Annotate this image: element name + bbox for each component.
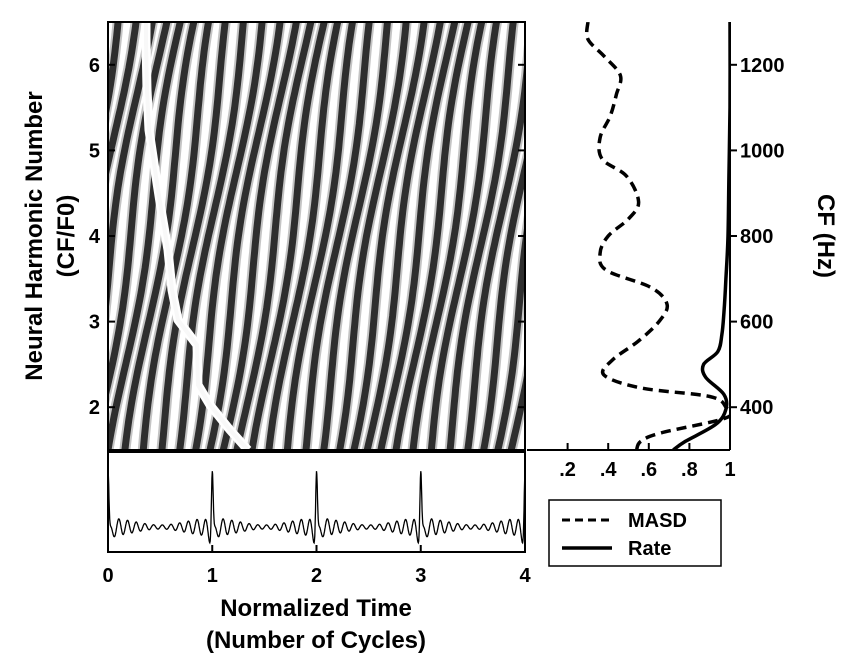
heatmap-stripe-shade bbox=[156, 22, 231, 450]
profile-ytick-label: 1200 bbox=[740, 55, 785, 77]
waveform-x-ticks: 0 1 2 3 4 bbox=[102, 545, 531, 587]
heatmap-stripe bbox=[176, 22, 247, 450]
heatmap-stripe bbox=[427, 22, 501, 450]
rate-series-line bbox=[672, 22, 730, 450]
profile-xtick-label: 1 bbox=[724, 459, 735, 481]
heatmap-stripe-shade bbox=[361, 22, 446, 450]
heatmap-stripe-shade bbox=[407, 22, 488, 450]
heatmap-stripe bbox=[139, 22, 213, 450]
profile-ytick-label: 600 bbox=[740, 312, 773, 334]
waveform-xlabel-line1: Normalized Time bbox=[220, 595, 412, 622]
heatmap-stripe bbox=[233, 22, 315, 450]
heatmap-ytick-label: 6 bbox=[89, 55, 100, 77]
heatmap-stripe bbox=[192, 22, 266, 450]
waveform-line bbox=[108, 471, 525, 545]
heatmap-stripe bbox=[464, 55, 525, 450]
heatmap-ytick-label: 4 bbox=[89, 226, 101, 248]
waveform-frame bbox=[107, 451, 526, 553]
heatmap-stripe bbox=[320, 22, 391, 450]
heatmap-stripe-shade bbox=[390, 22, 474, 450]
heatmap-stripe bbox=[248, 22, 328, 450]
heatmap-stripe bbox=[494, 221, 525, 450]
heatmap-stripe bbox=[108, 22, 171, 400]
heatmap-stripe-shade bbox=[263, 22, 344, 450]
legend-box bbox=[548, 499, 722, 567]
profile-xtick-label: .4 bbox=[600, 459, 618, 481]
profile-ylabel: CF (Hz) bbox=[812, 194, 839, 278]
heatmap-stripe bbox=[108, 22, 122, 119]
legend-masd-label: MASD bbox=[628, 510, 687, 532]
heatmap-stripe bbox=[480, 153, 525, 450]
heatmap-stripe bbox=[265, 22, 342, 450]
heatmap-y-ticks: 2 3 4 5 6 bbox=[89, 55, 115, 419]
heatmap-stripe-shade bbox=[492, 209, 525, 450]
heatmap-stripe-shade bbox=[174, 22, 249, 450]
heatmap-stripe-shade bbox=[281, 22, 359, 450]
heatmap-ylabel-line1: Neural Harmonic Number bbox=[21, 91, 48, 380]
legend: MASD Rate bbox=[548, 499, 722, 567]
heatmap-stripe bbox=[446, 22, 517, 450]
heatmap-stripe-shade bbox=[108, 22, 173, 409]
heatmap-stripe-shade bbox=[478, 144, 525, 450]
heatmap-ylabel-line2: (CF/F0) bbox=[53, 195, 80, 278]
waveform-xtick-label: 3 bbox=[415, 565, 426, 587]
waveform-xtick-label: 2 bbox=[311, 565, 322, 587]
profile-ytick-label: 800 bbox=[740, 226, 773, 248]
heatmap-stripe-shade bbox=[348, 22, 430, 450]
waveform-xtick-label: 4 bbox=[519, 565, 531, 587]
waveform-xtick-label: 1 bbox=[207, 565, 218, 587]
legend-rate-label: Rate bbox=[628, 538, 671, 560]
heatmap-panel: 2 3 4 5 6 bbox=[89, 21, 526, 451]
heatmap-stripe-shade bbox=[444, 22, 519, 450]
heatmap-stripe bbox=[206, 22, 284, 450]
heatmap-stripe-shade bbox=[462, 33, 525, 450]
heatmap-stripe-shade bbox=[334, 22, 412, 450]
heatmap-stripe bbox=[108, 22, 184, 450]
profile-ytick-label: 1000 bbox=[740, 140, 785, 162]
heatmap-stripe-shade bbox=[108, 22, 124, 129]
heatmap-stripe bbox=[409, 22, 486, 450]
profile-panel: .2 .4 .6 .8 1 400 600 800 1000 1200 bbox=[527, 22, 785, 481]
heatmap-stripe bbox=[158, 22, 229, 450]
heatmap-stripe-shade bbox=[108, 22, 186, 450]
heatmap-stripe-shade bbox=[425, 22, 503, 450]
heatmap-ytick-label: 3 bbox=[89, 312, 100, 334]
profile-xtick-label: .6 bbox=[640, 459, 657, 481]
heatmap-stripe bbox=[283, 22, 357, 450]
profile-ytick-label: 400 bbox=[740, 397, 773, 419]
profile-y-ticks: 400 600 800 1000 1200 bbox=[730, 55, 785, 419]
heatmap-stripe-shade bbox=[190, 22, 268, 450]
masd-series-line bbox=[584, 22, 730, 450]
heatmap-stripe bbox=[377, 22, 459, 450]
waveform-xlabel-line2: (Number of Cycles) bbox=[206, 627, 426, 654]
heatmap-stripe-shade bbox=[137, 22, 215, 450]
heatmap-stripe bbox=[219, 22, 300, 450]
heatmap-stripe-shade bbox=[108, 22, 142, 190]
profile-xtick-label: .8 bbox=[681, 459, 698, 481]
profile-xtick-label: .2 bbox=[559, 459, 576, 481]
heatmap-stripe-shade bbox=[217, 22, 302, 450]
heatmap-stripe bbox=[302, 22, 373, 450]
heatmap-ytick-label: 5 bbox=[89, 140, 100, 162]
heatmap-ytick-label: 2 bbox=[89, 397, 100, 419]
heatmap-stripe-shade bbox=[246, 22, 330, 450]
heatmap-stripe-shade bbox=[231, 22, 317, 450]
heatmap-right-ticks bbox=[518, 63, 525, 409]
heatmap-stripe bbox=[108, 22, 140, 179]
waveform-xtick-label: 0 bbox=[102, 565, 113, 587]
heatmap-stripe-shade bbox=[300, 22, 375, 450]
heatmap-stripe bbox=[363, 22, 444, 450]
heatmap-stripe-shade bbox=[204, 22, 286, 450]
profile-x-ticks: .2 .4 .6 .8 1 bbox=[559, 443, 736, 481]
waveform-panel: 0 1 2 3 4 bbox=[102, 451, 531, 587]
heatmap-stripe bbox=[350, 22, 428, 450]
heatmap-stripe-shade bbox=[318, 22, 393, 450]
heatmap-stripe-shade bbox=[375, 22, 461, 450]
heatmap-stripe bbox=[392, 22, 472, 450]
heatmap-white-trace-core bbox=[144, 22, 250, 450]
heatmap-stripe bbox=[336, 22, 410, 450]
